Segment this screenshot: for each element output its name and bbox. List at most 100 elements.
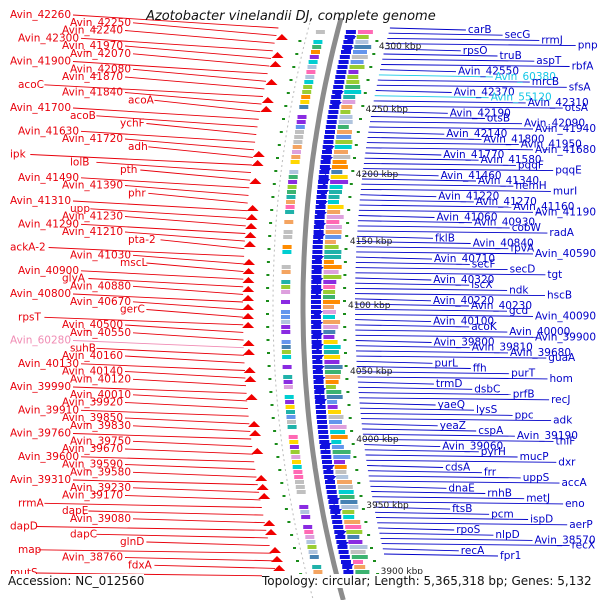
- gene-label-pyrh: pyrH: [481, 446, 506, 458]
- gene-label-secg: secG: [505, 29, 531, 41]
- forward-strand-feature: [332, 520, 343, 524]
- scale-label-4000-kbp: 4000 kbp: [356, 435, 399, 445]
- leader-line: [364, 444, 441, 448]
- reverse-cog-feature: [293, 140, 303, 144]
- leader-line: [388, 32, 503, 36]
- forward-strand-feature: [311, 300, 321, 304]
- forward-strand-feature: [316, 415, 327, 419]
- gene-label-avin-40500: Avin_40500: [62, 319, 123, 331]
- leader-line: [360, 412, 513, 416]
- tick-mark: [364, 521, 368, 523]
- leader-line: [371, 491, 486, 494]
- cog-category-feature: [334, 145, 352, 149]
- leader-line: [359, 199, 474, 203]
- leader-line: [355, 261, 470, 265]
- leader-line: [357, 230, 548, 234]
- leader-line: [369, 121, 523, 125]
- forward-strand-feature: [339, 555, 350, 559]
- reverse-strand-arrow: [271, 52, 284, 58]
- forward-strand-arrow: [311, 344, 324, 351]
- reverse-cog-feature: [281, 265, 291, 269]
- gene-label-mrcb: mrcB: [532, 76, 559, 88]
- cog-category-feature: [331, 170, 343, 174]
- leader-line: [124, 464, 256, 470]
- leader-line: [124, 448, 254, 455]
- leader-line: [358, 215, 435, 218]
- reverse-cog-feature: [300, 100, 310, 104]
- cog-category-feature: [325, 385, 336, 389]
- gene-label-mscl: mscL: [120, 257, 147, 269]
- reverse-strand-arrow: [245, 394, 258, 400]
- reverse-cog-feature: [296, 490, 306, 494]
- tick-mark: [343, 326, 347, 328]
- cog-category-feature: [323, 345, 341, 349]
- forward-strand-feature: [321, 455, 332, 459]
- forward-strand-feature: [317, 185, 328, 189]
- gene-label-secd: secD: [510, 264, 536, 276]
- right-gene-labels: carB secG rrmJ pnp rpsO truB aspT rbfA Avin_4255…: [433, 24, 598, 562]
- gene-label-avin-41490: Avin_41490: [18, 172, 79, 184]
- gene-label-tgt: tgt: [547, 269, 562, 281]
- gene-label-rpos: rpoS: [456, 524, 480, 536]
- leader-line: [124, 231, 245, 242]
- gene-label-avin-41800: Avin_41800: [484, 133, 545, 145]
- gene-label-avin-40220: Avin_40220: [433, 295, 494, 307]
- reverse-cog-feature: [281, 310, 290, 314]
- cog-category-feature: [349, 545, 368, 549]
- reverse-strand-arrow: [252, 151, 265, 157]
- leader-line: [365, 152, 442, 156]
- gene-label-cdsa: cdsA: [445, 462, 471, 474]
- reverse-strand-arrow: [244, 376, 257, 382]
- gene-label-ychf: ychF: [120, 118, 145, 130]
- reverse-strand-arrow: [269, 61, 282, 67]
- cog-category-feature: [326, 390, 342, 394]
- forward-strand-arrow: [330, 509, 343, 516]
- cog-category-feature: [323, 280, 337, 284]
- tick-mark: [292, 66, 296, 68]
- forward-strand-feature: [322, 150, 332, 154]
- reverse-strand-arrow: [242, 286, 255, 292]
- gene-label-dapd: dapD: [10, 521, 38, 533]
- tick-mark: [343, 261, 347, 263]
- reverse-cog-feature: [287, 420, 296, 424]
- gene-label-avin-40710: Avin_40710: [434, 253, 495, 265]
- leader-line: [375, 90, 452, 93]
- gene-label-avin-42260: Avin_42260: [10, 9, 71, 21]
- reverse-strand-arrow: [251, 448, 264, 454]
- gene-label-avin-40140: Avin_40140: [62, 366, 123, 378]
- cog-category-feature: [328, 195, 340, 199]
- reverse-cog-feature: [283, 385, 293, 389]
- tick-mark: [276, 456, 280, 458]
- leader-line: [80, 177, 250, 189]
- tick-mark: [298, 40, 302, 42]
- gene-label-avin-42070: Avin_42070: [70, 48, 131, 60]
- leader-line: [132, 301, 244, 311]
- forward-strand-arrow: [314, 388, 327, 395]
- leader-line: [124, 557, 274, 562]
- cog-category-feature: [336, 135, 352, 139]
- forward-strand-feature: [320, 450, 331, 454]
- cog-category-feature: [343, 95, 356, 99]
- gene-label-pcm: pcm: [491, 508, 514, 520]
- reverse-cog-feature: [297, 115, 307, 119]
- leader-line: [359, 204, 512, 208]
- tick-mark: [343, 313, 346, 315]
- tick-mark: [346, 391, 350, 393]
- leader-line: [379, 69, 457, 73]
- scale-label-3900-kbp: 3900 kbp: [381, 567, 424, 577]
- gene-label-purt: purT: [511, 368, 536, 380]
- reverse-cog-feature: [281, 290, 291, 294]
- reverse-cog-feature: [292, 460, 301, 464]
- reverse-cog-feature: [283, 235, 293, 239]
- reverse-cog-feature: [312, 45, 322, 49]
- leader-line: [382, 58, 535, 62]
- topology-label: Topology: circular; Length: 5,365,318 bp…: [262, 574, 592, 588]
- leader-line: [361, 423, 438, 427]
- leader-line: [363, 168, 554, 172]
- gene-label-purl: purL: [435, 357, 459, 369]
- gene-label-rrma: rrmA: [18, 497, 44, 509]
- forward-strand-feature: [319, 165, 330, 169]
- forward-strand-feature: [319, 440, 330, 444]
- gene-label-avin-41950: Avin_41950: [521, 139, 582, 151]
